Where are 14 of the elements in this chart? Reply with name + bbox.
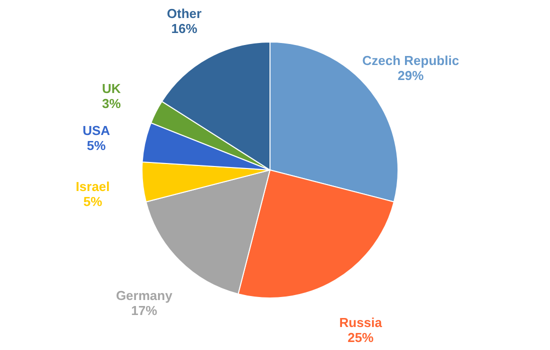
data-label: 25% xyxy=(348,330,374,346)
slice-label: USA xyxy=(82,123,111,138)
data-label: 29% xyxy=(398,68,424,83)
slice-label: Germany xyxy=(116,288,174,303)
data-label: 16% xyxy=(171,21,198,36)
data-label: 5% xyxy=(86,138,106,154)
data-label: 5% xyxy=(83,194,103,209)
data-label: 17% xyxy=(131,302,158,318)
slice-label: Israel xyxy=(76,178,110,194)
data-label: 3% xyxy=(102,96,122,112)
slice-label: UK xyxy=(102,81,122,96)
slice-label: Other xyxy=(166,6,202,22)
slice-label: Russia xyxy=(339,315,383,330)
slice-label: Czech Republic xyxy=(362,52,460,68)
